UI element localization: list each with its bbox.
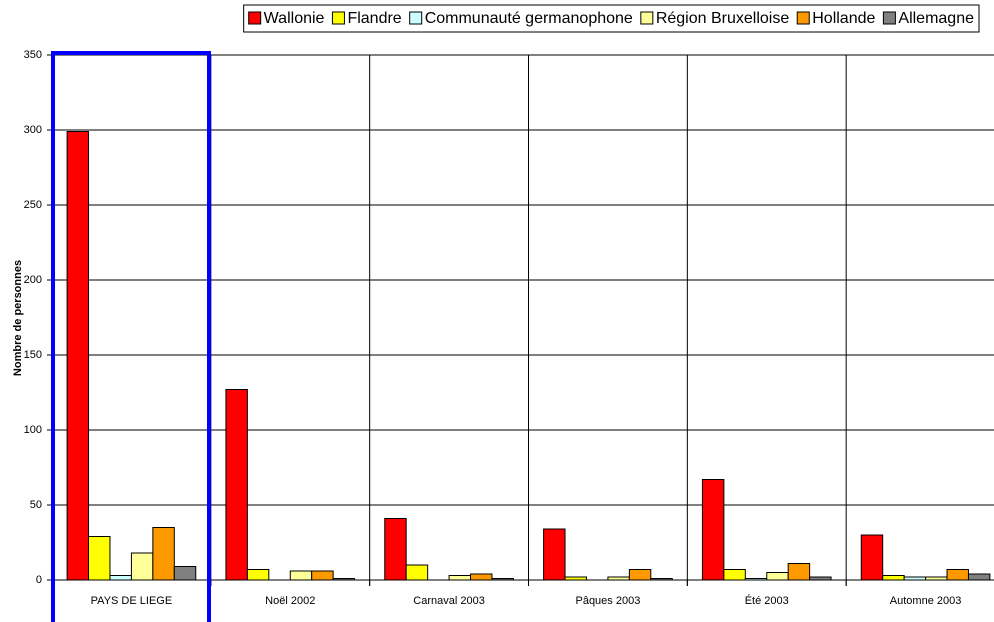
x-tick-label: Carnaval 2003: [413, 595, 485, 607]
bar: [860, 534, 884, 581]
y-tick-label: 50: [30, 499, 42, 511]
x-tick-label: Pâques 2003: [575, 595, 640, 607]
bar: [173, 566, 197, 581]
bar: [723, 569, 746, 581]
bar: [925, 576, 948, 581]
legend-swatch: [248, 11, 262, 25]
bar: [448, 575, 472, 581]
legend-box: [243, 4, 980, 33]
legend-label: Allemagne: [898, 10, 974, 27]
legend-swatch: [796, 11, 810, 25]
x-tick-label: Été 2003: [745, 594, 789, 607]
bar: [109, 575, 132, 581]
bar: [744, 578, 768, 581]
bar: [289, 570, 313, 581]
bar: [311, 570, 334, 581]
legend-label: Région Bruxelloise: [656, 10, 790, 27]
legend-label: Flandre: [347, 10, 401, 27]
legend-swatch: [331, 11, 345, 25]
bar: [405, 564, 429, 581]
y-tick-label: 0: [36, 574, 42, 586]
y-tick-label: 200: [24, 274, 42, 286]
x-tick-label: PAYS DE LIEGE: [91, 595, 173, 607]
bar: [470, 573, 493, 581]
x-tick-label: Automne 2003: [890, 595, 962, 607]
y-tick-label: 350: [24, 49, 42, 61]
bar: [701, 479, 725, 581]
plot-area: 0 50 100 150 200 250 300 350 PAYS DE LIEGE Noël 2…: [24, 49, 994, 607]
y-tick-label: 300: [24, 124, 42, 136]
bar: [491, 578, 514, 581]
bar: [543, 528, 566, 581]
bar: [809, 576, 832, 581]
bar: [152, 527, 175, 581]
bar: [246, 569, 270, 581]
bar: [332, 578, 356, 581]
bar: [384, 518, 407, 581]
bar: [967, 573, 991, 581]
legend-swatch: [882, 11, 896, 25]
legend-label: Wallonie: [264, 10, 325, 27]
legend: Wallonie Flandre Communauté germanophone Ré…: [243, 4, 980, 33]
y-axis-label: Nombre de personnes: [12, 260, 24, 376]
highlight-box: [51, 51, 211, 622]
bar: [650, 578, 673, 581]
y-tick-label: 150: [24, 349, 42, 361]
x-tick-label: Noël 2002: [265, 595, 315, 607]
bar: [946, 569, 969, 581]
legend-swatch: [409, 11, 423, 25]
bar: [225, 389, 248, 581]
bar: [903, 576, 927, 581]
legend-label: Communauté germanophone: [425, 10, 633, 27]
legend-swatch: [640, 11, 654, 25]
bar: [628, 569, 652, 581]
bar: [787, 563, 811, 581]
bar: [882, 575, 905, 581]
legend-label: Hollande: [812, 10, 875, 27]
bar: [766, 572, 789, 581]
bar: [130, 552, 154, 581]
bar: [564, 576, 587, 581]
y-tick-label: 100: [24, 424, 42, 436]
bar: [607, 576, 630, 581]
y-tick-label: 250: [24, 199, 42, 211]
bar: [88, 536, 111, 581]
bar: [66, 131, 90, 581]
